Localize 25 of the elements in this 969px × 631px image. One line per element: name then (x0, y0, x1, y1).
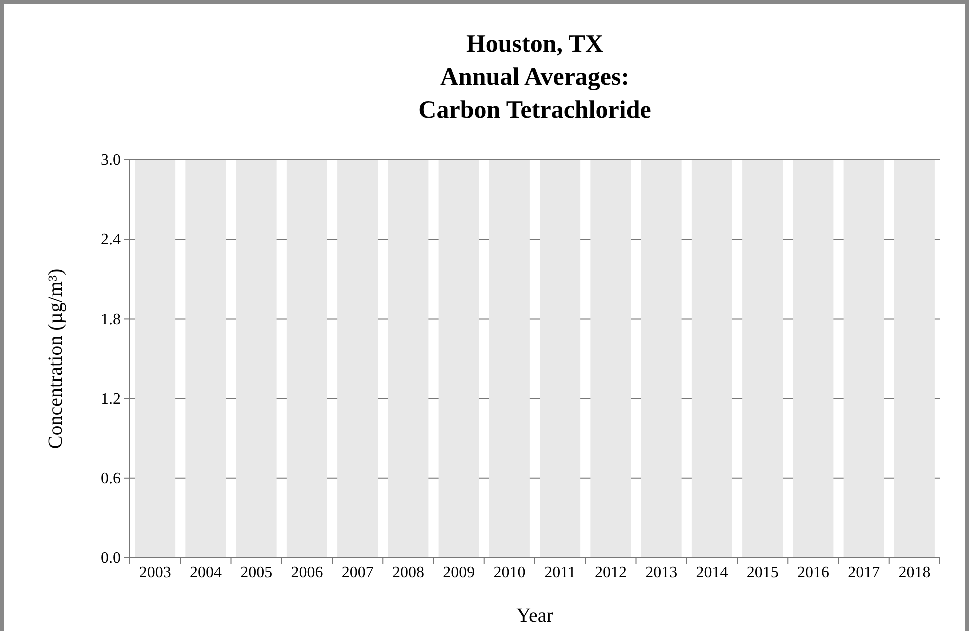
x-tick-label: 2011 (544, 564, 576, 582)
y-tick-label: 2.4 (101, 232, 121, 249)
x-tick-label: 2013 (646, 564, 678, 582)
x-tick-label: 2018 (898, 564, 931, 582)
x-tick-label: 2004 (190, 564, 222, 582)
x-tick-label: 2005 (240, 564, 273, 582)
x-tick-label: 2017 (848, 564, 880, 582)
x-tick-label: 2014 (696, 564, 728, 582)
x-tick-label: 2006 (291, 564, 324, 582)
x-axis-title: Year (516, 605, 554, 627)
x-tick-label: 2008 (392, 564, 424, 582)
y-axis-title: Concentration (µg/m³) (45, 268, 67, 450)
y-tick-label: 0.6 (101, 470, 121, 488)
x-tick-label: 2016 (797, 564, 830, 582)
x-tick-label: 2007 (342, 564, 374, 582)
y-tick-label: 3.0 (101, 152, 121, 170)
x-tick-label: 2012 (594, 564, 627, 582)
y-tick-label: 1.2 (101, 390, 121, 408)
x-tick-label: 2015 (746, 564, 779, 582)
y-tick-label: 1.8 (101, 311, 121, 328)
x-tick-label: 2003 (139, 564, 172, 582)
x-tick-label: 2010 (494, 564, 526, 582)
x-tick-label: 2009 (443, 564, 476, 582)
y-tick-label: 0.0 (101, 550, 121, 568)
chart-title: Houston, TX Annual Averages: Carbon Tetrachloride (418, 31, 652, 124)
